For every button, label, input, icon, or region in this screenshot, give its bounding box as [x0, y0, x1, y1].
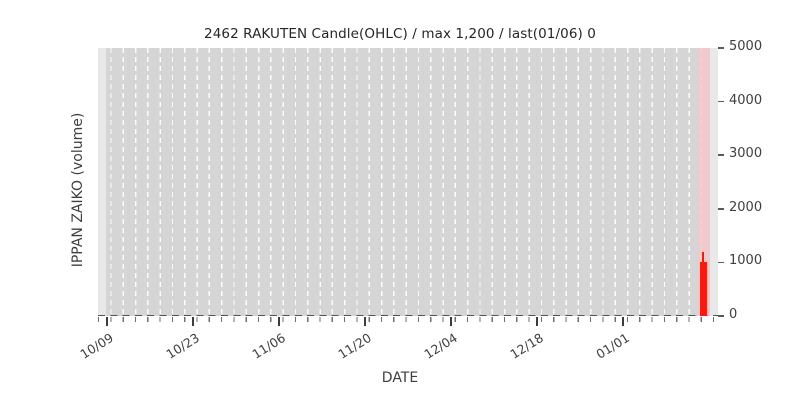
x-axis-minor-ticks	[98, 317, 718, 322]
y-tick-mark	[718, 208, 724, 210]
y-tick-label: 4000	[729, 92, 763, 108]
x-axis-tick	[536, 317, 538, 326]
x-axis-tick	[450, 317, 452, 326]
chart-title: 2462 RAKUTEN Candle(OHLC) / max 1,200 / …	[204, 26, 596, 42]
y-axis-label: IPPAN ZAIKO (volume)	[70, 112, 86, 268]
x-tick-label: 11/20	[335, 330, 374, 362]
panel-edge-band-left	[98, 48, 106, 316]
last-candle-highlight-band	[697, 48, 709, 316]
y-tick-mark	[718, 47, 724, 49]
x-axis-tick	[622, 317, 624, 326]
panel-edge-band-right	[710, 48, 718, 316]
x-axis-tick	[192, 317, 194, 326]
y-tick-mark	[718, 154, 724, 156]
y-tick-mark	[718, 100, 724, 103]
y-tick-mark	[718, 315, 724, 317]
x-tick-label: 10/23	[163, 330, 202, 362]
y-tick-mark	[718, 261, 724, 264]
y-tick-label: 2000	[729, 199, 763, 215]
y-tick-label: 1000	[729, 253, 763, 269]
x-axis-tick	[106, 317, 108, 326]
y-tick-label: 3000	[729, 146, 763, 162]
x-axis-tick	[364, 317, 366, 326]
y-axis-right: 5000 4000 3000 2000 1000 0	[718, 39, 800, 322]
candle-01-06	[697, 48, 709, 316]
x-tick-label: 12/04	[421, 330, 460, 362]
x-tick-label: 01/01	[593, 330, 632, 362]
x-axis-tick	[278, 317, 280, 326]
x-tick-label: 11/06	[249, 330, 288, 362]
x-tick-label: 10/09	[77, 330, 116, 362]
y-tick-label: 5000	[729, 39, 763, 54]
y-tick-label: 0	[729, 307, 738, 322]
candle-body	[699, 262, 707, 316]
zero-volume-baseline	[98, 314, 718, 316]
x-axis: 10/09 10/23 11/06 11/20 12/04 12/18 01/01	[77, 316, 718, 362]
x-axis-label: DATE	[381, 370, 419, 386]
plot-area	[98, 48, 718, 316]
vertical-gridlines	[98, 48, 718, 316]
x-tick-label: 12/18	[507, 330, 546, 362]
